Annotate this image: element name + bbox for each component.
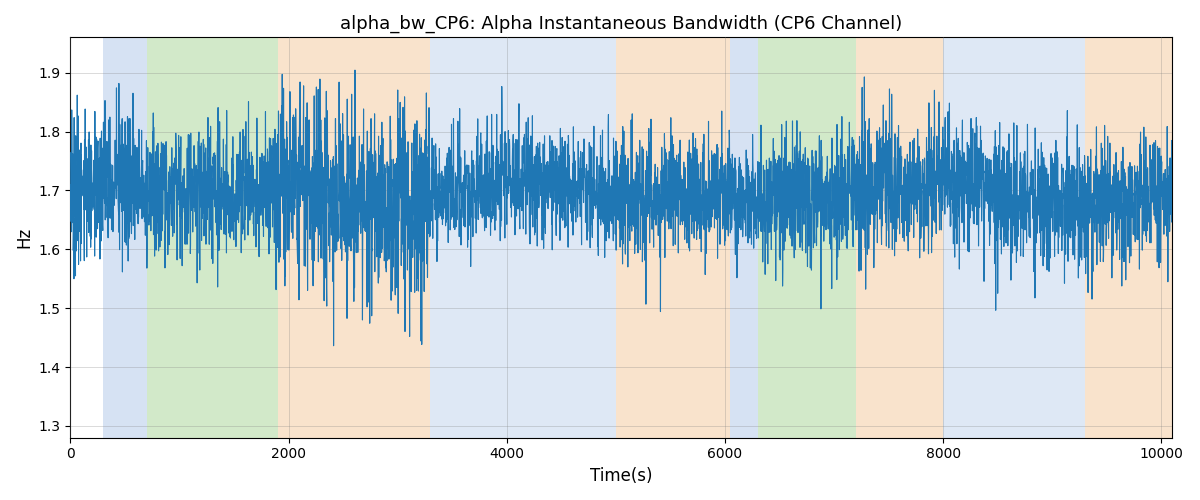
Bar (1085, 38, 1172, 438)
Bar (103, 38, 146, 438)
Bar (277, 38, 431, 438)
Y-axis label: Hz: Hz (14, 227, 32, 248)
Bar (431, 38, 616, 438)
Title: alpha_bw_CP6: Alpha Instantaneous Bandwidth (CP6 Channel): alpha_bw_CP6: Alpha Instantaneous Bandwi… (341, 15, 902, 34)
Bar (943, 38, 1085, 438)
Bar (856, 38, 943, 438)
Bar (731, 38, 757, 438)
Bar (146, 38, 277, 438)
Bar (616, 38, 731, 438)
X-axis label: Time(s): Time(s) (590, 467, 653, 485)
Bar (757, 38, 856, 438)
